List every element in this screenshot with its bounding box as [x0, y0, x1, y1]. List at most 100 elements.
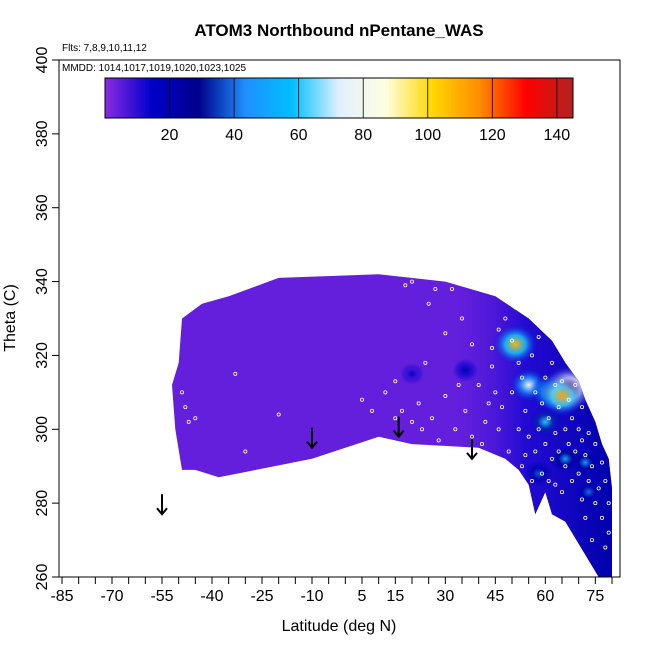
x-tick-label: 60: [536, 588, 554, 605]
sample-point: [276, 412, 281, 417]
sample-point: [383, 390, 388, 395]
sample-point: [520, 464, 525, 469]
sample-point: [593, 501, 598, 506]
sample-point: [449, 286, 454, 291]
sample-point: [550, 360, 555, 365]
axes: -85 -70 -55 -40 -25 -10 5 15 30 45 60 75 260 280 300 32…: [34, 47, 613, 605]
hotspot: [400, 363, 424, 385]
flights-note: Flts: 7,8,9,10,11,12: [62, 43, 147, 54]
sample-point: [576, 471, 581, 476]
sample-point: [179, 390, 184, 395]
sample-point: [183, 405, 188, 410]
sample-point: [426, 301, 431, 306]
sample-point: [573, 382, 578, 387]
sample-point: [553, 430, 558, 435]
sample-point: [369, 408, 374, 413]
dates-note: MMDD: 1014,1017,1019,1020,1023,1025: [62, 63, 246, 74]
sample-point: [186, 419, 191, 424]
sample-point: [580, 438, 585, 443]
y-tick-label: 400: [34, 47, 51, 74]
sample-point: [489, 364, 494, 369]
sample-point: [399, 408, 404, 413]
sample-point: [543, 375, 548, 380]
plot-frame: [58, 59, 621, 578]
sample-point: [603, 478, 608, 483]
sample-point: [560, 490, 565, 495]
sample-point: [520, 375, 525, 380]
sample-point: [583, 453, 588, 458]
sample-point: [566, 442, 571, 447]
sample-point: [456, 382, 461, 387]
x-tick-label: 75: [586, 588, 604, 605]
colorbar-tick-label: 100: [414, 127, 441, 144]
data-layer: [156, 274, 612, 577]
colorbar-tick-label: 20: [161, 127, 179, 144]
x-tick-label: -85: [50, 588, 73, 605]
sample-point: [513, 305, 518, 310]
arrow-head: [392, 430, 405, 439]
sample-point: [429, 416, 434, 421]
sample-point: [533, 390, 538, 395]
hotspot: [528, 406, 563, 438]
sample-point: [570, 416, 575, 421]
sample-point: [496, 427, 501, 432]
sample-point: [580, 405, 585, 410]
x-tick-label: -25: [250, 588, 273, 605]
sample-point: [596, 486, 601, 491]
sample-point: [359, 397, 364, 402]
sample-point: [193, 416, 198, 421]
y-tick-label: 360: [34, 194, 51, 221]
arrow-head: [466, 452, 478, 461]
sample-point: [409, 419, 414, 424]
sample-point: [556, 449, 561, 454]
sample-point: [489, 346, 494, 351]
sample-point: [586, 430, 591, 435]
sample-point: [493, 390, 498, 395]
arrow-head: [306, 441, 318, 450]
colorbar-tick-label: 80: [354, 127, 372, 144]
sample-point: [600, 460, 605, 465]
colorbar-tick-label: 60: [290, 127, 308, 144]
sample-point: [459, 316, 464, 321]
sample-point: [506, 449, 511, 454]
sample-point: [580, 497, 585, 502]
colorbar-gradient: [104, 77, 574, 119]
sample-point: [566, 397, 571, 402]
sample-point: [573, 449, 578, 454]
sample-point: [443, 331, 448, 336]
sample-point: [536, 427, 541, 432]
x-tick-label: 30: [436, 588, 454, 605]
field-gradients: [172, 274, 612, 577]
sample-point: [463, 408, 468, 413]
colorbar-tick-label: 40: [225, 127, 243, 144]
sample-point: [479, 442, 484, 447]
x-tick-label: -40: [200, 588, 223, 605]
sample-point: [530, 478, 535, 483]
sample-point: [476, 382, 481, 387]
sample-point: [563, 464, 568, 469]
sample-point: [523, 453, 528, 458]
sample-point: [403, 283, 408, 288]
sample-point: [540, 471, 545, 476]
sample-point: [469, 434, 474, 439]
sample-point: [586, 478, 591, 483]
arrow-head: [156, 507, 168, 516]
sample-point: [603, 545, 608, 550]
sample-point: [606, 501, 611, 506]
sample-point: [576, 427, 581, 432]
colorbar-tick-label: 140: [544, 127, 571, 144]
sample-point: [523, 408, 528, 413]
sample-point: [443, 394, 448, 399]
sample-point: [469, 342, 474, 347]
sample-point: [509, 338, 514, 343]
sample-point: [530, 353, 535, 358]
y-tick-label: 320: [34, 342, 51, 369]
chart-title: ATOM3 Northbound nPentane_WAS: [194, 21, 483, 40]
sample-point: [560, 379, 565, 384]
sample-point: [553, 482, 558, 487]
sample-point: [393, 416, 398, 421]
sample-point: [590, 538, 595, 543]
y-tick-label: 280: [34, 490, 51, 517]
sample-point: [583, 515, 588, 520]
